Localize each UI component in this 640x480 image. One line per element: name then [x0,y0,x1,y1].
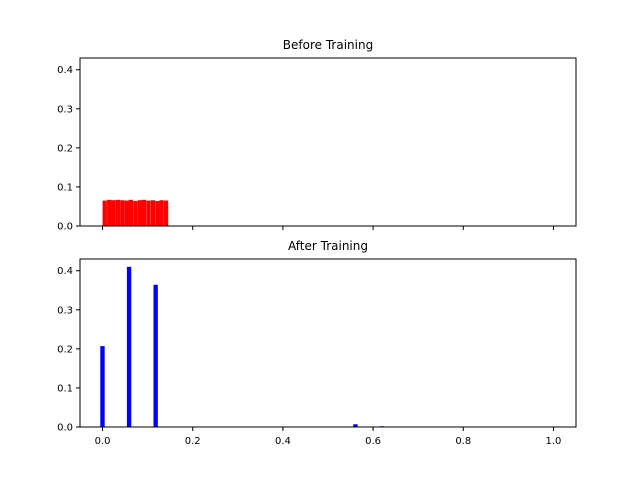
histogram-bar [150,200,156,226]
x-tick-label: 0.2 [185,436,201,447]
histogram-bar [115,199,120,226]
x-tick-label: 0.0 [95,436,111,447]
ticks-after-training: 0.0 0.1 0.2 0.3 0.4 0.0 0.2 0.4 0.6 0.8 1.0 [57,266,561,447]
histogram-bar [124,200,130,226]
histogram-bar [126,266,132,427]
y-tick-label: 0.3 [57,104,73,115]
axes-frame-after-training [79,258,577,428]
histogram-bar [120,200,125,226]
histogram-bar [100,346,105,427]
axes-frame-before-training [79,57,577,227]
y-tick-label: 0.4 [57,65,73,76]
y-tick-label: 0.1 [57,182,73,193]
x-tick-label: 0.8 [455,436,471,447]
histogram-bar [111,200,116,226]
y-tick-label: 0.2 [57,143,73,154]
histogram-bar [155,201,160,226]
histogram-bar [102,200,107,226]
x-tick-label: 0.6 [365,436,381,447]
histogram-bar [159,200,164,226]
y-tick-label: 0.3 [57,305,73,316]
x-tick-label: 0.4 [275,436,291,447]
histogram-bar [141,199,147,226]
ticks-before-training: 0.0 0.1 0.2 0.3 0.4 [57,65,554,233]
panel-title: After Training [288,239,368,253]
panel-title: Before Training [283,38,373,52]
panel-before-training: Before Training 0.0 0.1 0.2 0.3 0.4 [57,38,577,233]
histogram-bar [137,200,143,226]
histogram-bar [128,199,134,226]
x-tick-label: 1.0 [546,436,562,447]
histogram-bar [107,199,112,226]
panel-after-training: After Training 0.00.10.20.30.40.0 0.2 0.4 0… [57,239,577,447]
y-tick-label: 0.4 [57,266,73,277]
histogram-bar [163,200,169,226]
y-tick-label: 0.0 [57,423,73,434]
y-tick-label: 0.2 [57,344,73,355]
histogram-bar [133,201,138,226]
y-tick-label: 0.1 [57,383,73,394]
histogram-bar [146,200,151,226]
histogram-bar [153,284,158,427]
histogram-bar [353,424,358,427]
bars-before-training [102,199,169,226]
y-tick-label: 0.0 [57,222,73,233]
